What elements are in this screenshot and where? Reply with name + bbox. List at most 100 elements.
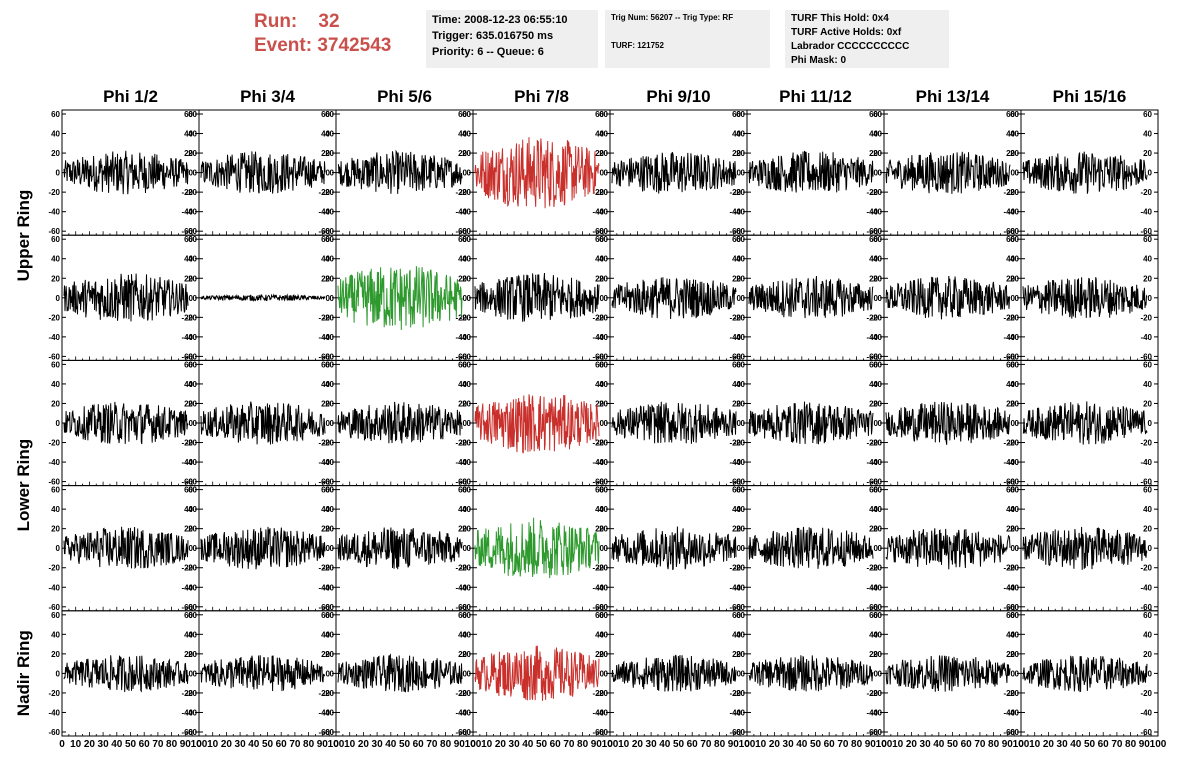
y-tick-label-right: -40 [1140, 208, 1152, 217]
y-tick-label-left: -20 [185, 439, 197, 448]
y-tick-label-right: 60 [869, 486, 878, 495]
y-tick-label-left: -20 [596, 188, 608, 197]
y-tick-label-right: 20 [1143, 149, 1152, 158]
y-tick-label-left: 60 [188, 235, 197, 244]
y-tick-label-right: 60 [321, 360, 330, 369]
y-tick-label-right: 20 [732, 149, 741, 158]
y-tick-label-left: -60 [596, 478, 608, 487]
y-tick-label-right: 60 [184, 360, 193, 369]
x-tick-label: 40 [933, 739, 945, 750]
waveform-trace [63, 401, 189, 445]
column-header-7: Phi 13/14 [915, 87, 990, 106]
y-tick-label-left: 20 [873, 525, 882, 534]
y-tick-label-left: -20 [459, 188, 471, 197]
y-tick-label-left: 0 [330, 669, 335, 678]
y-tick-label-left: -60 [870, 227, 882, 236]
y-tick-label-left: 0 [467, 294, 472, 303]
y-tick-label-right: 40 [1006, 505, 1015, 514]
y-tick-label-left: 20 [462, 650, 471, 659]
y-tick-label-left: 40 [873, 630, 882, 639]
y-tick-label-left: -40 [596, 208, 608, 217]
y-tick-label-right: 20 [595, 525, 604, 534]
x-tick-label: 30 [783, 739, 795, 750]
y-tick-label-right: -20 [1003, 313, 1015, 322]
y-tick-label-right: 60 [869, 611, 878, 620]
y-tick-label-left: 60 [325, 360, 334, 369]
y-tick-label-left: 60 [1010, 486, 1019, 495]
y-tick-label-left: 20 [51, 399, 60, 408]
y-tick-label-right: 20 [595, 650, 604, 659]
y-tick-label-right: -60 [1003, 728, 1015, 737]
y-tick-label-right: -20 [181, 188, 193, 197]
y-tick-label-left: 0 [467, 544, 472, 553]
y-tick-label-right: 20 [732, 399, 741, 408]
y-tick-label-left: 0 [467, 669, 472, 678]
y-tick-label-right: 20 [1143, 274, 1152, 283]
y-tick-label-left: -40 [1007, 458, 1019, 467]
y-tick-label-left: -20 [1007, 439, 1019, 448]
y-tick-label-right: 20 [869, 650, 878, 659]
y-tick-label-right: 60 [595, 611, 604, 620]
y-tick-label-right: -20 [866, 689, 878, 698]
column-header-3: Phi 5/6 [377, 87, 432, 106]
y-tick-label-right: -60 [455, 227, 467, 236]
y-tick-label-left: 60 [188, 611, 197, 620]
y-tick-label-left: -40 [48, 708, 60, 717]
x-tick-label: 50 [1084, 739, 1096, 750]
y-tick-label-left: 0 [193, 544, 198, 553]
y-tick-label-left: 20 [599, 525, 608, 534]
y-tick-label-left: 20 [188, 650, 197, 659]
x-tick-label: 20 [221, 739, 233, 750]
y-tick-label-right: 0 [600, 669, 605, 678]
y-tick-label-right: 40 [1006, 255, 1015, 264]
waveform-trace [337, 527, 463, 570]
y-tick-label-left: 0 [1015, 294, 1020, 303]
y-tick-label-right: 40 [184, 255, 193, 264]
y-tick-label-right: -40 [592, 708, 604, 717]
y-tick-label-left: -20 [1007, 689, 1019, 698]
y-tick-label-right: 20 [732, 274, 741, 283]
x-tick-label: 20 [84, 739, 96, 750]
x-tick-label: 80 [714, 739, 726, 750]
y-tick-label-left: -60 [1007, 603, 1019, 612]
y-tick-label-right: -20 [592, 313, 604, 322]
x-tick-label: 30 [1057, 739, 1069, 750]
x-tick-label: 100 [1150, 739, 1167, 750]
y-tick-label-left: 40 [188, 255, 197, 264]
y-tick-label-left: 20 [51, 525, 60, 534]
y-tick-label-right: 20 [184, 525, 193, 534]
y-tick-label-left: -20 [1007, 313, 1019, 322]
y-tick-label-left: -60 [322, 478, 334, 487]
x-tick-label: 10 [755, 739, 767, 750]
y-tick-label-right: 20 [869, 399, 878, 408]
y-tick-label-right: 40 [1143, 255, 1152, 264]
y-tick-label-left: 60 [736, 360, 745, 369]
x-tick-label: 80 [1125, 739, 1137, 750]
y-tick-label-right: 40 [321, 130, 330, 139]
y-tick-label-left: 40 [325, 505, 334, 514]
y-tick-label-left: -60 [48, 478, 60, 487]
y-tick-label-left: -60 [1007, 478, 1019, 487]
y-tick-label-right: 40 [595, 130, 604, 139]
y-tick-label-left: 0 [330, 544, 335, 553]
x-tick-label: 20 [769, 739, 781, 750]
y-tick-label-left: -60 [733, 227, 745, 236]
x-tick-label: 40 [796, 739, 808, 750]
x-tick-label: 100 [876, 739, 893, 750]
x-tick-label: 50 [125, 739, 137, 750]
y-tick-label-right: 0 [1011, 669, 1016, 678]
x-tick-label: 60 [550, 739, 562, 750]
y-tick-label-left: -60 [322, 227, 334, 236]
y-tick-label-right: -40 [866, 208, 878, 217]
y-tick-label-left: -40 [322, 583, 334, 592]
y-tick-label-left: -20 [870, 564, 882, 573]
y-tick-label-left: -40 [733, 583, 745, 592]
y-tick-label-left: 20 [873, 274, 882, 283]
y-tick-label-left: -40 [459, 208, 471, 217]
y-tick-label-left: 0 [741, 294, 746, 303]
y-tick-label-right: 40 [732, 130, 741, 139]
y-tick-label-right: 20 [184, 399, 193, 408]
waveform-trace [474, 394, 600, 454]
